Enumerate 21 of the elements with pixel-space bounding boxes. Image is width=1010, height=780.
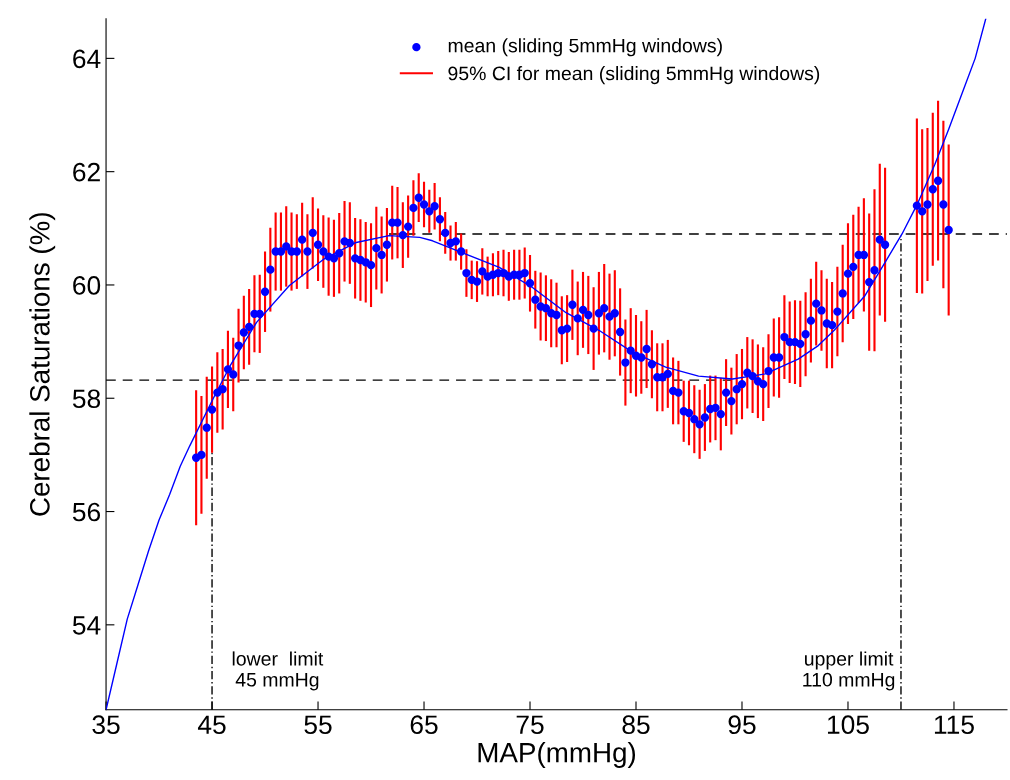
- y-tick-label: 56: [72, 502, 101, 522]
- x-tick-label: 85: [622, 715, 650, 735]
- x-tick-label: 115: [934, 715, 974, 735]
- ref-line-label: lower limit 45 mmHg: [232, 651, 324, 691]
- x-axis-title: MAP(mmHg): [478, 742, 636, 768]
- x-tick-label: 45: [197, 715, 226, 735]
- ref-line-label: upper limit 110 mmHg: [803, 651, 895, 691]
- x-tick-label: 65: [410, 715, 438, 735]
- y-tick-label: 54: [72, 616, 101, 635]
- x-tick-label: 95: [728, 715, 756, 735]
- x-tick-label: 75: [516, 715, 544, 735]
- x-tick-label: 55: [304, 715, 332, 735]
- x-tick-label: 105: [827, 715, 869, 735]
- y-tick-label: 58: [72, 389, 101, 409]
- y-tick-label: 62: [73, 162, 100, 182]
- x-tick-label: 35: [92, 715, 120, 735]
- y-tick-label: 60: [73, 276, 101, 295]
- y-axis-title: Cerebral Saturations (%): [29, 213, 56, 516]
- legend-label: 95% CI for mean (sliding 5mmHg windows): [448, 66, 820, 85]
- y-tick-label: 64: [73, 49, 101, 69]
- legend-label: mean (sliding 5mmHg windows): [448, 38, 722, 57]
